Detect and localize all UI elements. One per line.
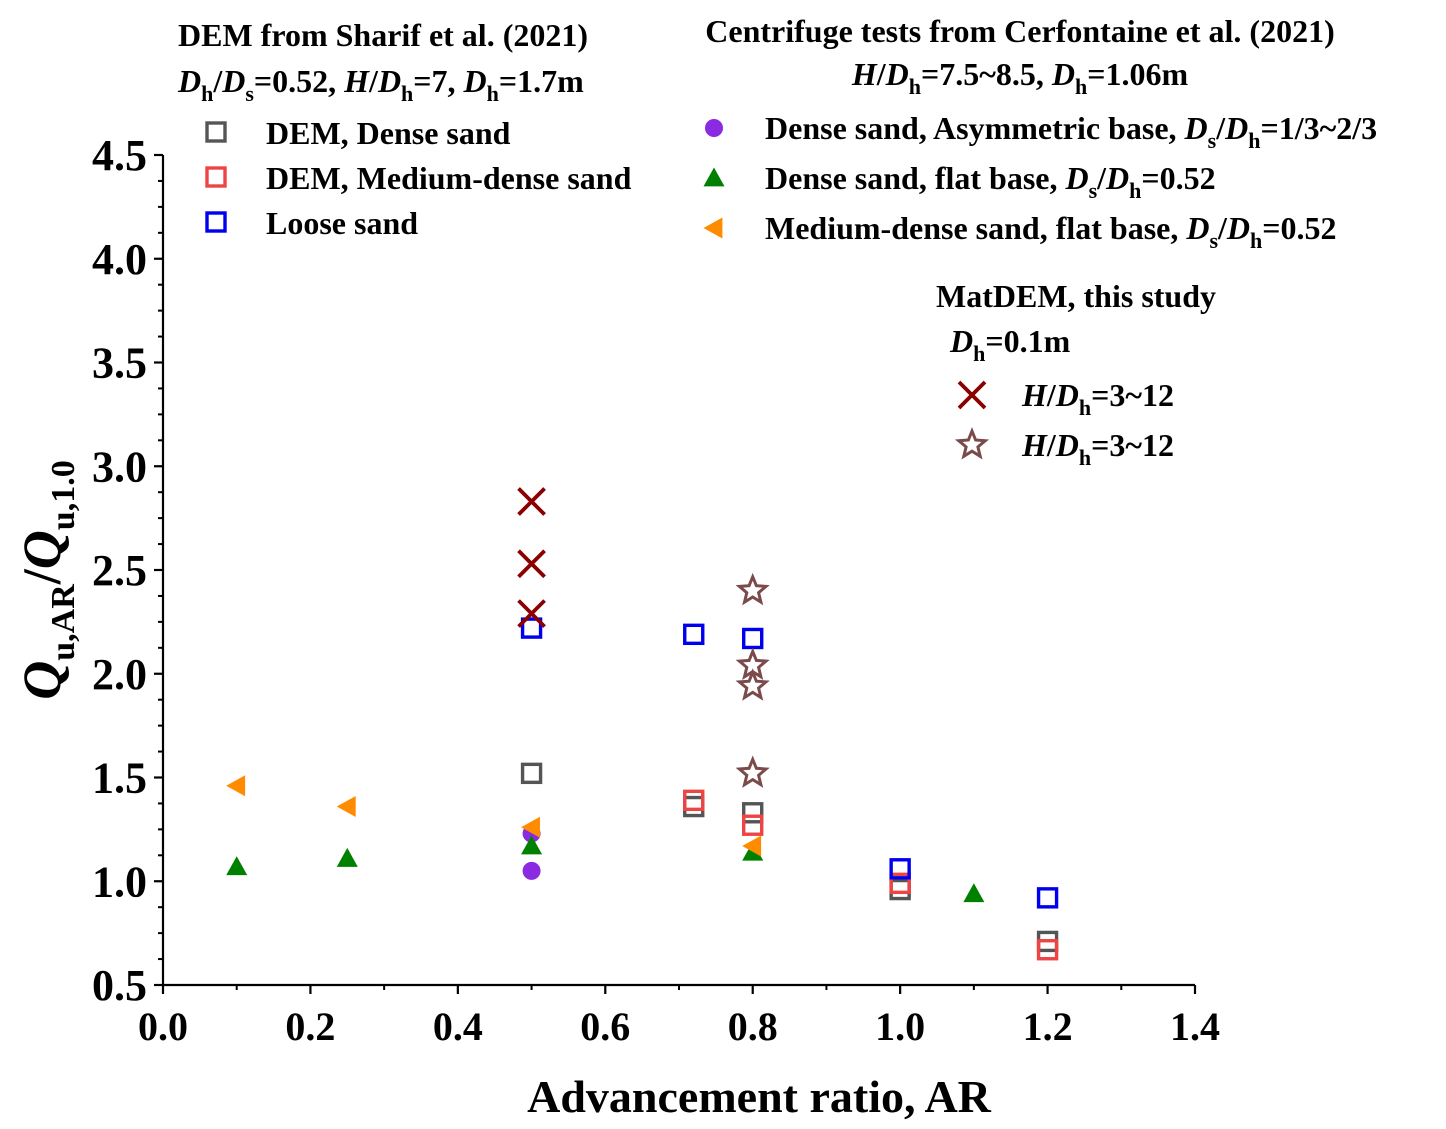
- legend-entry-label: DEM, Dense sand: [266, 115, 511, 151]
- y-tick-label: 4.5: [92, 131, 147, 180]
- x-tick-label: 1.0: [875, 1004, 925, 1049]
- data-point: [889, 858, 911, 880]
- y-tick-label: 2.5: [92, 546, 147, 595]
- legend-params-matdem: Dh​=0.1m: [949, 323, 1071, 366]
- x-tick-label: 0.2: [285, 1004, 335, 1049]
- series-6: [517, 487, 546, 628]
- data-point: [226, 856, 248, 876]
- data-point: [889, 878, 911, 901]
- data-point: [226, 775, 246, 797]
- legend-heading-matdem: MatDEM, this study: [936, 278, 1216, 314]
- legend-marker: [703, 217, 723, 239]
- legend-heading-centrifuge: Centrifuge tests from Cerfontaine et al.…: [705, 13, 1334, 49]
- x-tick-label: 1.4: [1170, 1004, 1220, 1049]
- y-tick-label: 1.5: [92, 754, 147, 803]
- data-points: [226, 487, 1059, 961]
- x-axis-title: Advancement ratio, AR: [527, 1071, 992, 1122]
- legend-entry-label: Dense sand, Asymmetric base, Ds​/Dh​=1/3…: [765, 110, 1377, 153]
- legend-marker: [205, 166, 227, 188]
- data-point: [735, 572, 770, 606]
- y-tick-label: 3.0: [92, 442, 147, 491]
- series-4: [226, 835, 985, 903]
- x-tick-label: 0.0: [138, 1004, 188, 1049]
- data-point: [742, 802, 764, 824]
- data-point: [521, 816, 540, 838]
- data-point: [683, 789, 705, 812]
- data-point: [517, 599, 546, 628]
- data-point: [517, 487, 546, 516]
- legend-entry-label: H/Dh​=3~12: [1021, 427, 1174, 470]
- data-point: [683, 795, 705, 818]
- series-2: [520, 617, 1059, 909]
- data-point: [520, 762, 543, 785]
- y-axis-title: Qu,AR/Qu,1.0: [12, 460, 82, 699]
- series-5: [226, 775, 762, 857]
- legend-entry-label: Loose sand: [266, 205, 418, 241]
- y-tick-label: 3.5: [92, 339, 147, 388]
- legend-params-centrifuge: H/Dh​=7.5~8.5, Dh​=1.06m: [851, 56, 1189, 99]
- y-tick-label: 0.5: [92, 961, 147, 1010]
- legend-marker: [703, 167, 725, 187]
- series-1: [683, 789, 1059, 961]
- legend-entry-label: H/Dh​=3~12: [1021, 377, 1174, 420]
- data-point: [521, 835, 543, 855]
- legend-marker: [705, 119, 723, 137]
- data-point: [520, 617, 543, 639]
- y-tick-label: 1.0: [92, 857, 147, 906]
- data-point: [742, 627, 764, 650]
- legend-entry-label: DEM, Medium-dense sand: [266, 160, 632, 196]
- legend-marker: [205, 121, 227, 143]
- data-point: [735, 755, 770, 788]
- data-point: [742, 835, 762, 857]
- y-tick-label: 4.0: [92, 235, 147, 284]
- legend-marker: [954, 426, 990, 460]
- data-point: [963, 883, 985, 903]
- y-tick-label: 2.0: [92, 650, 147, 699]
- data-point: [889, 872, 911, 895]
- data-point: [336, 847, 358, 867]
- legend-params-dem: Dh​/Ds​=0.52, H/Dh​=7, Dh​=1.7m: [177, 63, 584, 106]
- x-tick-label: 0.8: [728, 1004, 778, 1049]
- legend-heading-dem: DEM from Sharif et al. (2021): [178, 17, 588, 53]
- x-tick-label: 0.6: [580, 1004, 630, 1049]
- data-point: [1036, 887, 1059, 909]
- legend-entry-label: Dense sand, flat base, Ds​/Dh​=0.52: [765, 160, 1216, 203]
- data-point: [683, 623, 705, 646]
- data-point: [735, 668, 770, 701]
- x-tick-label: 0.4: [433, 1004, 483, 1049]
- data-point: [742, 814, 764, 836]
- legend-entry-label: Medium-dense sand, flat base, Ds​/Dh​=0.…: [765, 210, 1337, 253]
- x-tick-label: 1.2: [1023, 1004, 1073, 1049]
- series-7: [735, 572, 770, 788]
- data-point: [522, 861, 541, 880]
- data-point: [336, 796, 356, 818]
- data-point: [1036, 939, 1059, 961]
- series-0: [520, 762, 1059, 953]
- data-point: [517, 549, 546, 579]
- axes: 0.0 0.2 0.4 0.6 0.8 1.0 1.2 1.4 0.5 1.0 1.5 2.0 2.5 3…: [12, 131, 1220, 1122]
- legend-marker: [957, 380, 987, 410]
- legend: DEM from Sharif et al. (2021) Dh​/Ds​=0.5…: [177, 13, 1377, 470]
- legend-marker: [205, 211, 227, 233]
